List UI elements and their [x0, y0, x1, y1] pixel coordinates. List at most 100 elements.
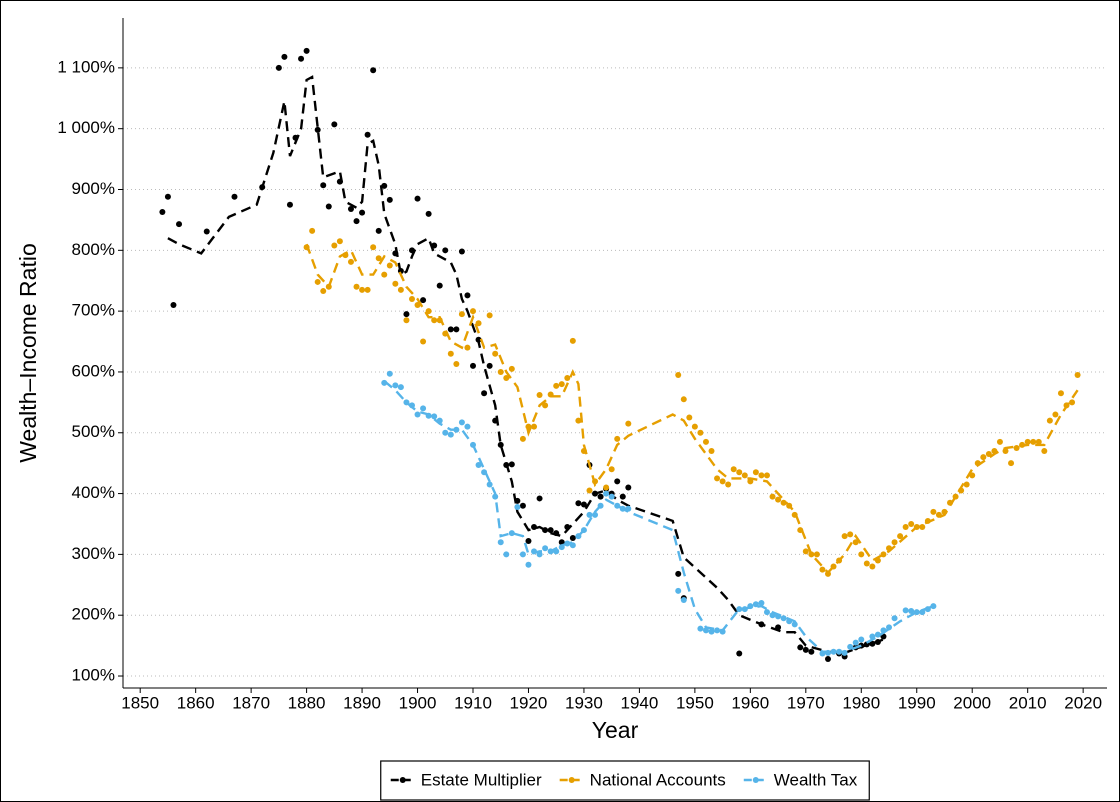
point — [758, 621, 765, 628]
point — [675, 587, 682, 594]
point — [725, 481, 732, 488]
point — [486, 312, 493, 319]
x-tick-label: 1970 — [787, 693, 825, 712]
point — [852, 539, 859, 546]
point — [542, 402, 549, 409]
point — [935, 511, 942, 518]
point — [286, 201, 293, 208]
point — [586, 487, 593, 494]
point — [963, 481, 970, 488]
point — [303, 47, 310, 54]
point — [1008, 460, 1015, 467]
x-tick-label: 1860 — [177, 693, 215, 712]
point — [847, 643, 854, 650]
point — [941, 508, 948, 515]
point — [1041, 448, 1048, 455]
point — [625, 505, 632, 512]
point — [403, 317, 410, 324]
legend-item: Wealth Tax — [743, 770, 858, 789]
x-tick-label: 1870 — [232, 693, 270, 712]
point — [697, 625, 704, 632]
point — [320, 182, 327, 189]
point — [1046, 417, 1053, 424]
legend-dot — [568, 777, 575, 783]
point — [470, 362, 477, 369]
point — [547, 548, 554, 555]
point — [675, 371, 682, 378]
point — [702, 627, 709, 634]
point — [259, 184, 266, 191]
point — [375, 227, 382, 234]
point — [569, 534, 576, 541]
point — [808, 648, 815, 655]
point — [919, 609, 926, 616]
point — [420, 405, 427, 412]
point — [908, 520, 915, 527]
point — [597, 502, 604, 509]
point — [747, 603, 754, 610]
point — [486, 362, 493, 369]
point — [414, 302, 421, 309]
point — [298, 55, 305, 62]
point — [386, 196, 393, 203]
x-tick-label: 1880 — [288, 693, 326, 712]
point — [608, 493, 615, 500]
point — [403, 311, 410, 318]
x-tick-label: 1890 — [343, 693, 381, 712]
point — [519, 502, 526, 509]
point — [619, 505, 626, 512]
y-tick-label: 100% — [72, 666, 115, 685]
point — [408, 247, 415, 254]
point — [569, 542, 576, 549]
point — [908, 607, 915, 614]
point — [558, 381, 565, 388]
point — [897, 533, 904, 540]
point — [580, 527, 587, 534]
point — [497, 368, 504, 375]
point — [364, 131, 371, 138]
point — [1035, 438, 1042, 445]
point — [386, 262, 393, 269]
point — [985, 451, 992, 458]
point — [869, 640, 876, 647]
x-tick-label: 1920 — [510, 693, 548, 712]
point — [824, 570, 831, 577]
point — [447, 350, 454, 357]
point — [1002, 448, 1009, 455]
point — [481, 469, 488, 476]
y-tick-label: 300% — [72, 544, 115, 563]
point — [370, 67, 377, 74]
point — [869, 563, 876, 570]
point — [702, 438, 709, 445]
point — [614, 478, 621, 485]
point — [486, 481, 493, 488]
point — [719, 628, 726, 635]
point — [292, 134, 299, 141]
point — [797, 644, 804, 651]
point — [1019, 441, 1026, 448]
point — [364, 286, 371, 293]
point — [608, 466, 615, 473]
point — [769, 612, 776, 619]
point — [353, 218, 360, 225]
point — [442, 429, 449, 436]
point — [575, 533, 582, 540]
point — [924, 517, 931, 524]
x-tick-label: 2010 — [1009, 693, 1047, 712]
point — [786, 502, 793, 509]
point — [436, 417, 443, 424]
point — [791, 621, 798, 628]
point — [508, 365, 515, 372]
point — [547, 391, 554, 398]
point — [508, 461, 515, 468]
point — [680, 396, 687, 403]
point — [569, 337, 576, 344]
point — [231, 193, 238, 200]
point — [913, 524, 920, 531]
point — [580, 448, 587, 455]
y-tick-label: 1 100% — [57, 57, 115, 76]
point — [592, 511, 599, 518]
point — [453, 326, 460, 333]
point — [547, 527, 554, 534]
